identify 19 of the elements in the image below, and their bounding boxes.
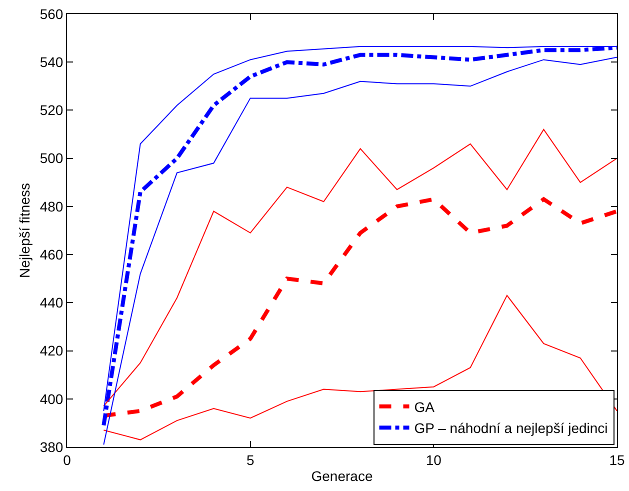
y-tick-label: 460	[40, 246, 64, 262]
y-tick-label: 500	[40, 150, 64, 166]
x-axis-title: Generace	[311, 468, 373, 484]
y-tick-label: 420	[40, 342, 64, 359]
y-tick-label: 400	[40, 390, 64, 407]
x-tick-label: 15	[609, 452, 625, 468]
x-tick-label: 0	[63, 452, 72, 468]
line-series	[103, 294, 617, 440]
y-tick-label: 540	[40, 54, 64, 70]
x-tick-label: 5	[246, 452, 254, 468]
x-tick-label: 10	[426, 452, 442, 468]
legend-label: GA	[414, 398, 436, 415]
legend-label: GP – náhodní a nejlepší jedinci	[414, 420, 608, 436]
y-tick-label: 380	[40, 438, 64, 455]
y-tick-label: 560	[40, 6, 64, 22]
y-tick-label: 440	[40, 294, 64, 311]
y-axis-title: Nejlepší fitness	[16, 183, 32, 278]
y-tick-label: 480	[40, 198, 64, 214]
y-tick-label: 520	[40, 102, 64, 118]
